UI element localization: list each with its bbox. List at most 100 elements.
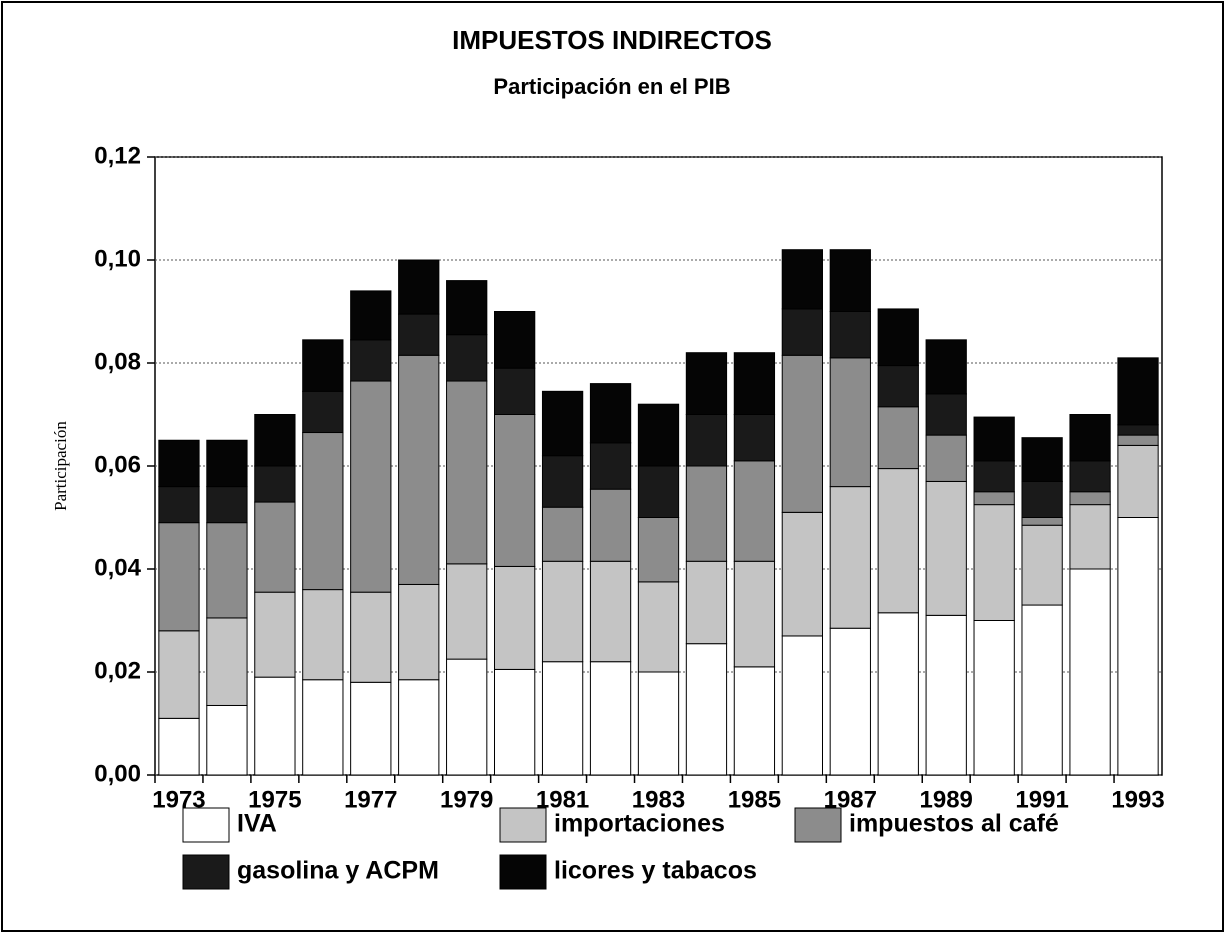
legend-label: licores y tabacos xyxy=(554,857,757,885)
bar-segment xyxy=(254,591,296,678)
bar-segment xyxy=(350,591,392,683)
bar-segment xyxy=(494,668,536,776)
bar-segment xyxy=(973,504,1015,621)
legend-label: impuestos al café xyxy=(849,810,1059,838)
legend-label: gasolina y ACPM xyxy=(237,857,439,885)
bar-segment xyxy=(589,661,632,776)
bar-segment xyxy=(206,617,248,706)
bar-segment xyxy=(254,414,296,467)
bar-segment xyxy=(733,352,776,416)
y-tick-label: 0,10 xyxy=(94,245,141,272)
x-tick-label: 1979 xyxy=(440,786,493,813)
bar-segment xyxy=(1069,504,1111,570)
bar-segment xyxy=(398,354,440,585)
bar-segment xyxy=(589,383,632,444)
bar-segment xyxy=(350,339,392,382)
bar-segment xyxy=(973,491,1015,506)
bar-segment xyxy=(1069,491,1111,506)
bar-segment xyxy=(494,367,536,415)
bar-segment xyxy=(829,627,871,776)
legend-label: IVA xyxy=(237,810,277,838)
x-tick-label: 1993 xyxy=(1111,786,1164,813)
bar-segment xyxy=(637,403,680,467)
bar-segment xyxy=(877,612,919,776)
chart-subtitle: Participación en el PIB xyxy=(493,74,730,99)
bar-segment xyxy=(206,439,248,488)
bar-segment xyxy=(781,511,823,637)
bar-segment xyxy=(541,560,584,663)
bar-segment xyxy=(1117,517,1159,776)
bar-segment xyxy=(302,390,344,434)
bar-segment xyxy=(925,614,967,776)
bar-segment xyxy=(302,589,344,681)
bar-segment xyxy=(685,352,728,416)
bar-segment xyxy=(877,308,919,367)
bar-segment xyxy=(494,414,536,567)
bar-segment xyxy=(925,393,967,436)
bar-segment xyxy=(925,480,967,616)
bar-segment xyxy=(925,339,967,395)
bar-segment xyxy=(781,354,823,513)
bar-segment xyxy=(781,635,823,776)
bar-segment xyxy=(254,465,296,503)
bar-segment xyxy=(973,620,1015,776)
bar-segment xyxy=(398,313,440,356)
legend-swatch xyxy=(499,854,547,890)
bar-segment xyxy=(158,439,200,488)
bar-segment xyxy=(541,661,584,776)
bar-segment xyxy=(733,666,776,776)
bar-segment xyxy=(254,676,296,776)
bar-segment xyxy=(589,442,632,490)
bar-segment xyxy=(1069,568,1111,776)
bar-segment xyxy=(1021,604,1063,776)
bar-segment xyxy=(685,643,728,776)
bar-segment xyxy=(637,671,680,776)
legend-label: importaciones xyxy=(554,810,725,838)
bar-segment xyxy=(541,455,584,508)
bar-segment xyxy=(685,560,728,645)
bar-segment xyxy=(398,679,440,776)
legend-swatch xyxy=(182,854,230,890)
bar-segment xyxy=(685,414,728,467)
bar-segment xyxy=(637,465,680,518)
y-tick-label: 0,02 xyxy=(94,657,141,684)
legend-swatch xyxy=(794,807,842,843)
x-tick-label: 1989 xyxy=(920,786,973,813)
bar-segment xyxy=(541,390,584,457)
bar-segment xyxy=(733,414,776,462)
y-tick-label: 0,12 xyxy=(94,142,141,169)
bar-segment xyxy=(1069,460,1111,493)
bar-segment xyxy=(1117,444,1159,518)
bar-segment xyxy=(158,522,200,632)
x-tick-label: 1991 xyxy=(1015,786,1068,813)
y-tick-label: 0,06 xyxy=(94,451,141,478)
x-tick-label: 1975 xyxy=(248,786,301,813)
bar-segment xyxy=(446,563,488,660)
bar-segment xyxy=(158,717,200,776)
bar-segment xyxy=(877,468,919,614)
x-tick-label: 1985 xyxy=(728,786,781,813)
bar-segment xyxy=(781,308,823,356)
bar-segment xyxy=(973,416,1015,462)
bar-segment xyxy=(637,517,680,583)
bar-segment xyxy=(877,406,919,470)
bar-segment xyxy=(877,365,919,408)
bar-segment xyxy=(829,357,871,488)
bar-segment xyxy=(1117,357,1159,426)
y-axis-label: Participación xyxy=(51,421,70,511)
bar-segment xyxy=(494,311,536,369)
bar-segment xyxy=(1021,437,1063,482)
bar-segment xyxy=(302,432,344,591)
bar-segment xyxy=(302,339,344,392)
bar-segment xyxy=(829,486,871,629)
bar-segment xyxy=(1021,480,1063,519)
legend-swatch xyxy=(499,807,547,843)
bar-segment xyxy=(733,460,776,562)
bar-segment xyxy=(1117,434,1159,446)
bar-segment xyxy=(829,249,871,312)
bar-segment xyxy=(973,460,1015,493)
bar-segment xyxy=(589,488,632,562)
